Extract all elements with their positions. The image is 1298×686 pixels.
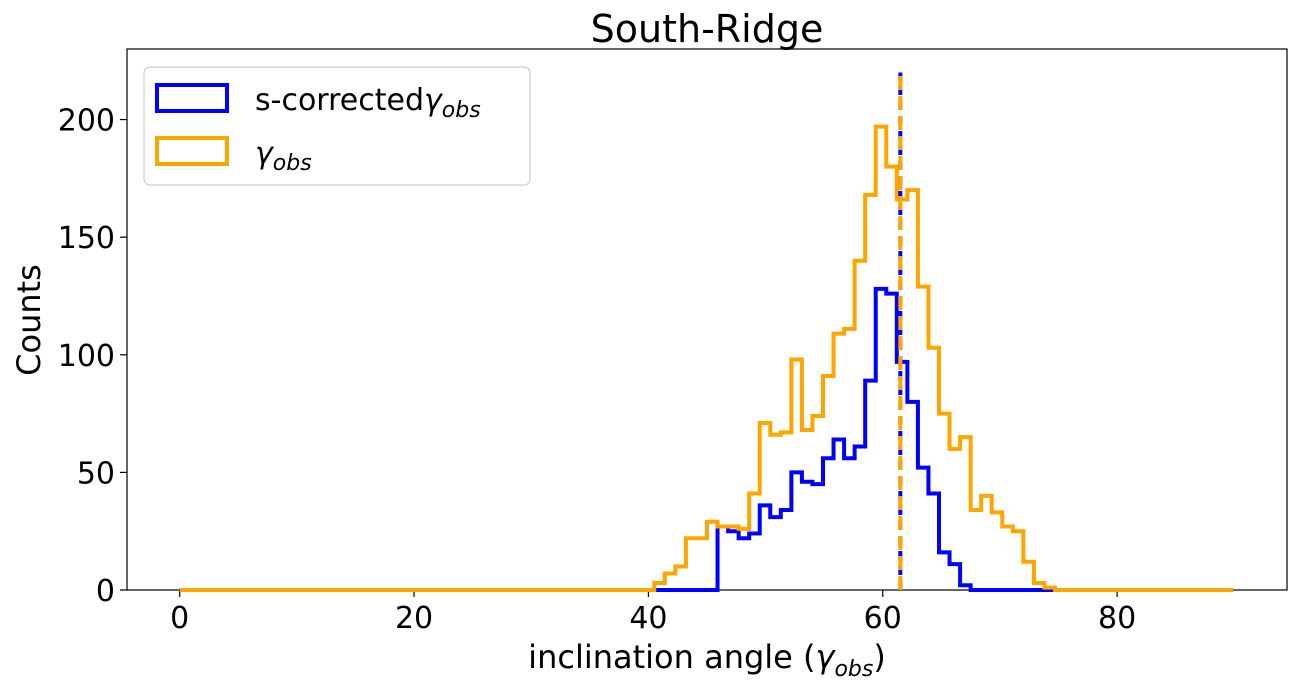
x-axis-label: inclination angle (γobs) — [528, 638, 886, 682]
legend-label-s-corrected-prefix: s-corrected — [255, 83, 424, 118]
histogram-bin — [865, 195, 876, 590]
x-axis-ticks: 0 20 40 60 80 — [170, 590, 1136, 636]
histogram-bin — [1013, 531, 1024, 590]
histogram-bin — [907, 190, 918, 590]
chart-title: South-Ridge — [591, 7, 824, 51]
histogram-step-line — [179, 124, 1234, 592]
series-gamma-obs — [179, 124, 1234, 592]
histogram-bin — [950, 449, 961, 590]
histogram-bin — [844, 329, 855, 590]
histogram-bin — [939, 414, 950, 590]
histogram-bin — [675, 566, 686, 590]
histogram-bin — [707, 522, 718, 590]
histogram-bin — [992, 512, 1003, 590]
x-tick-label: 40 — [629, 601, 667, 636]
x-tick-label: 80 — [1098, 601, 1136, 636]
y-tick-label: 0 — [96, 574, 115, 609]
x-tick-label: 0 — [170, 601, 189, 636]
legend-label-s-corrected-subscript: obs — [442, 98, 481, 123]
histogram-bin — [886, 167, 897, 590]
legend-swatch-s-corrected — [155, 83, 229, 113]
histogram-bin — [728, 526, 739, 590]
x-axis-label-subscript: obs — [834, 657, 873, 682]
histogram-bin — [918, 287, 929, 590]
y-tick-label: 150 — [58, 221, 115, 256]
histogram-bin — [802, 430, 813, 590]
histogram-bin — [1002, 526, 1013, 590]
histogram-bin — [928, 348, 939, 590]
legend-box — [143, 66, 531, 186]
histogram-bin — [876, 127, 887, 590]
legend: s-correctedγobs γobs — [143, 66, 531, 186]
histogram-bin — [760, 423, 771, 590]
histogram-bin — [665, 574, 676, 590]
histogram-bin — [981, 496, 992, 590]
x-tick-label: 20 — [395, 601, 433, 636]
x-axis-label-symbol: γ — [816, 638, 837, 676]
histogram-bin — [696, 538, 707, 590]
legend-swatch-gamma-obs — [155, 136, 229, 166]
histogram-bin — [855, 261, 866, 590]
legend-label-s-corrected-symbol: γ — [424, 83, 444, 118]
y-tick-label: 100 — [58, 339, 115, 374]
legend-label-s-corrected: s-correctedγobs — [255, 83, 481, 123]
x-axis-label-suffix: ) — [873, 638, 885, 676]
y-tick-label: 200 — [58, 104, 115, 139]
histogram-bin — [971, 510, 982, 590]
histogram-bin — [1044, 588, 1055, 590]
histogram-bin — [739, 529, 750, 590]
histogram-bin — [791, 359, 802, 590]
y-axis-label: Counts — [10, 264, 48, 376]
x-tick-label: 60 — [864, 601, 902, 636]
legend-label-gamma-obs-symbol: γ — [255, 136, 275, 171]
histogram-bin — [654, 583, 665, 590]
histogram-bin — [749, 494, 760, 590]
y-tick-label: 50 — [77, 456, 115, 491]
histogram-bin — [960, 437, 971, 590]
legend-label-gamma-obs: γobs — [255, 136, 312, 176]
histogram-bin — [1023, 562, 1034, 590]
x-axis-label-prefix: inclination angle ( — [528, 638, 815, 676]
histogram-series — [179, 124, 1234, 592]
histogram-bin — [834, 334, 845, 590]
y-axis-ticks: 0 50 100 150 200 — [58, 104, 127, 609]
histogram-bin — [686, 538, 697, 590]
histogram-bin — [718, 526, 729, 590]
series-s-corrected — [179, 286, 1234, 592]
histogram-step-line — [179, 286, 1234, 592]
legend-label-gamma-obs-subscript: obs — [273, 151, 312, 176]
histogram-bin — [812, 416, 823, 590]
histogram-bin — [781, 432, 792, 590]
histogram-bin — [823, 376, 834, 590]
histogram-bin — [770, 435, 781, 590]
histogram-bin — [1034, 583, 1045, 590]
